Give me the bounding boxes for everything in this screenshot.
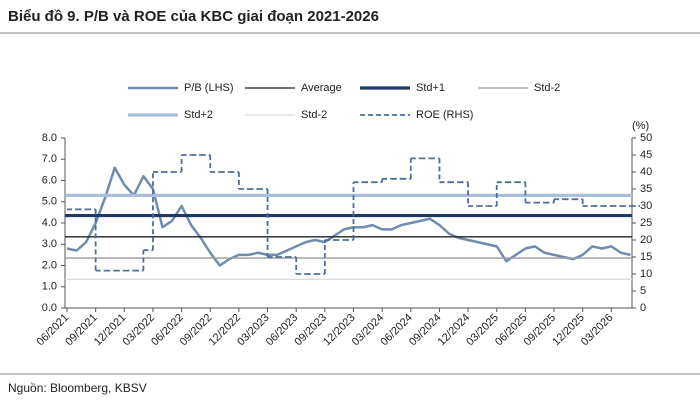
y-tick-label: 5.0 xyxy=(42,196,57,208)
y-tick-label: 0.0 xyxy=(42,302,57,314)
source: Nguồn: Bloomberg, KBSV xyxy=(8,381,147,395)
chart-title: Biểu đồ 9. P/B và ROE của KBC giai đoạn … xyxy=(8,8,379,25)
legend-label: Average xyxy=(301,82,342,94)
y2-tick-label: 40 xyxy=(640,166,652,178)
y-tick-label: 4.0 xyxy=(42,217,57,229)
y-tick-label: 2.0 xyxy=(42,259,57,271)
legend-label: Std+2 xyxy=(184,109,213,121)
y2-tick-label: 10 xyxy=(640,268,652,280)
y-tick-label: 8.0 xyxy=(42,132,57,144)
y-tick-label: 3.0 xyxy=(42,238,57,250)
legend-label: Std-2 xyxy=(301,109,327,121)
y2-tick-label: 0 xyxy=(640,302,646,314)
y2-tick-label: 50 xyxy=(640,132,652,144)
legend-label: ROE (RHS) xyxy=(416,109,473,121)
y2-tick-label: 20 xyxy=(640,234,652,246)
y-tick-label: 7.0 xyxy=(42,153,57,165)
y-tick-label: 6.0 xyxy=(42,174,57,186)
y2-tick-label: 5 xyxy=(640,285,646,297)
legend-label: P/B (LHS) xyxy=(184,82,234,94)
y-tick-label: 1.0 xyxy=(42,281,57,293)
y2-tick-label: 25 xyxy=(640,217,652,229)
y2-tick-label: 35 xyxy=(640,183,652,195)
y2-tick-label: 45 xyxy=(640,149,652,161)
y2-tick-label: 30 xyxy=(640,200,652,212)
legend-label: Std-2 xyxy=(534,82,560,94)
x-tick-label: 03/2026 xyxy=(579,312,616,349)
y2-unit: (%) xyxy=(632,120,649,132)
legend-label: Std+1 xyxy=(416,82,445,94)
pb-line xyxy=(66,166,631,267)
y2-tick-label: 15 xyxy=(640,251,652,263)
